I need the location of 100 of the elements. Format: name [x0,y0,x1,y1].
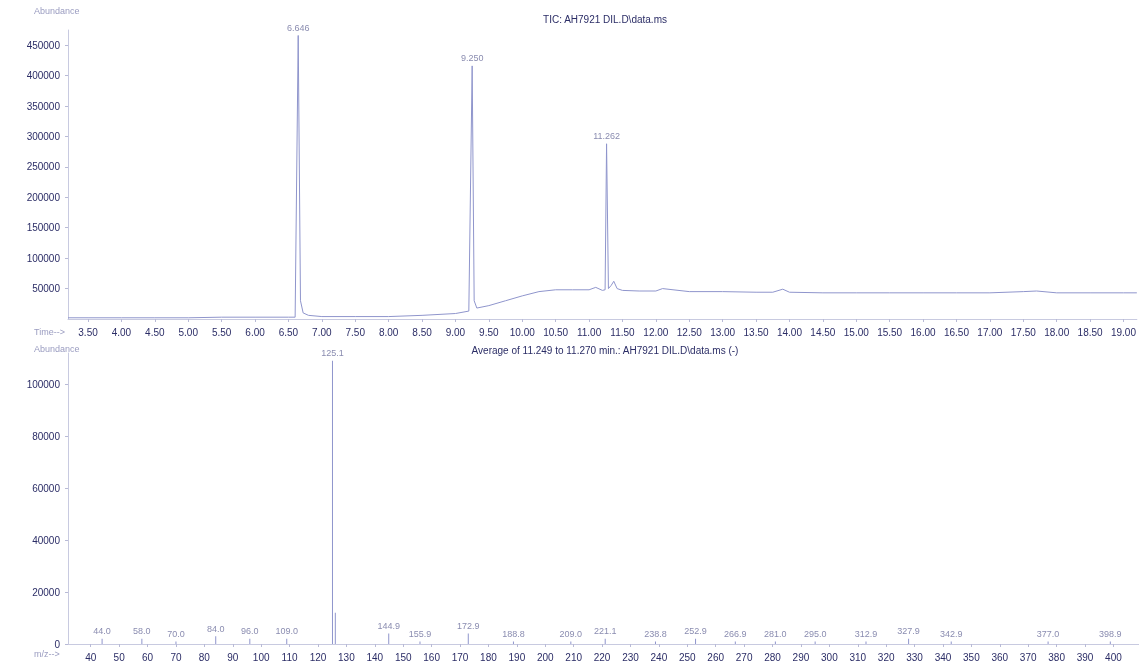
annotation: 312.9 [854,628,878,639]
x-tick-label: 7.50 [345,326,366,338]
x-tick-label: 130 [338,651,356,663]
annotation: 342.9 [939,628,963,639]
x-tick-label: 280 [764,651,782,663]
x-tick-label: 390 [1076,651,1094,663]
annotation: 266.9 [724,628,747,639]
x-tick-label: 190 [508,651,526,663]
x-tick-label: 15.00 [843,326,870,338]
annotation: 44.0 [93,626,111,637]
x-tick-label: 40 [85,651,97,663]
x-tick-label: 11.50 [610,326,636,338]
x-tick-label: 320 [877,651,895,663]
x-tick-label: 7.00 [312,326,333,338]
x-tick-label: 18.50 [1077,326,1104,338]
x-tick-label: 370 [1019,651,1037,663]
x-tick-label: 6.50 [278,326,299,338]
x-tick-label: 14.50 [810,326,836,338]
x-tick-label: 80 [198,651,211,663]
annotation: 252.9 [684,626,707,637]
annotation: 172.9 [457,621,480,632]
x-tick-label: 8.50 [412,326,433,338]
x-tick-label: 4.50 [145,326,166,338]
x-tick-label: 150 [394,651,412,663]
x-tick-label: 19.00 [1110,326,1137,338]
x-tick-label: 14.00 [776,326,803,338]
y-tick-label: 20000 [32,586,61,598]
y-tick-label: 100000 [26,252,61,264]
y-tick-label: 40000 [32,534,61,546]
x-tick-label: 260 [707,651,725,663]
x-tick-label: 13.50 [743,326,770,338]
y-tick-label: 150000 [26,222,61,234]
x-axis-title: m/z--> [34,648,60,659]
x-tick-label: 13.00 [710,326,736,338]
x-tick-label: 400 [1105,651,1123,663]
annotation: 281.0 [764,628,787,639]
x-tick-label: 9.50 [479,326,500,338]
x-tick-label: 3.50 [78,326,99,338]
x-tick-label: 10.00 [509,326,536,338]
annotation: 125.1 [321,348,344,359]
annotation: 155.9 [408,628,432,639]
annotation: 221.1 [593,626,617,637]
x-tick-label: 220 [593,651,611,663]
x-tick-label: 380 [1048,651,1066,663]
x-tick-label: 210 [565,651,583,663]
x-tick-label: 310 [849,651,867,663]
annotation: 295.0 [803,628,827,639]
x-tick-label: 270 [735,651,753,663]
y-tick-label: 80000 [32,430,61,442]
y-tick-label: 0 [54,638,61,650]
y-tick-label: 50000 [32,283,61,295]
annotation: 398.9 [1099,628,1122,639]
x-tick-label: 100 [252,651,270,663]
annotation: 58.0 [133,626,151,637]
y-tick-label: 250000 [26,161,61,173]
x-tick-label: 340 [934,651,952,663]
y-tick-label: 450000 [26,39,61,51]
x-tick-label: 16.50 [943,326,970,338]
x-tick-label: 15.50 [877,326,903,338]
annotation: 11.262 [593,131,620,142]
x-tick-label: 300 [821,651,839,663]
x-tick-label: 110 [281,651,298,663]
chart-title: TIC: AH7921 DIL.D\data.ms [543,13,667,25]
annotation: 70.0 [167,628,185,639]
x-tick-label: 230 [622,651,640,663]
x-tick-label: 17.50 [1010,326,1037,338]
y-tick-label: 300000 [26,130,61,142]
x-tick-label: 17.00 [977,326,1003,338]
x-tick-label: 60 [141,651,154,663]
y-tick-label: 100000 [26,378,61,390]
x-tick-label: 9.00 [445,326,466,338]
annotation: 209.0 [559,628,583,639]
x-tick-label: 200 [536,651,555,663]
x-tick-label: 5.50 [211,326,232,338]
x-tick-label: 180 [480,651,498,663]
annotation: 96.0 [241,626,259,637]
x-tick-label: 12.00 [643,326,669,338]
x-tick-label: 170 [451,651,469,663]
annotation: 188.8 [502,628,525,639]
x-tick-label: 8.00 [378,326,399,338]
y-axis-title: Abundance [34,343,80,354]
x-tick-label: 16.00 [910,326,937,338]
x-tick-label: 10.50 [543,326,569,338]
x-tick-label: 6.00 [245,326,266,338]
annotation: 377.0 [1036,628,1060,639]
y-tick-label: 60000 [32,482,61,494]
annotation: 327.9 [897,626,920,637]
x-tick-label: 11.00 [576,326,602,338]
y-tick-label: 200000 [26,191,61,203]
annotation: 9.250 [460,53,484,64]
x-tick-label: 12.50 [676,326,703,338]
y-tick-label: 400000 [26,70,61,82]
annotation: 109.0 [275,626,299,637]
annotation: 6.646 [286,22,310,33]
annotation: 144.9 [377,621,400,632]
x-tick-label: 70 [170,651,182,663]
x-tick-label: 240 [650,651,668,663]
x-tick-label: 120 [309,651,327,663]
chart-title: Average of 11.249 to 11.270 min.: AH7921 DIL.D\data.ms (-) [471,344,739,356]
x-tick-label: 250 [678,651,697,663]
